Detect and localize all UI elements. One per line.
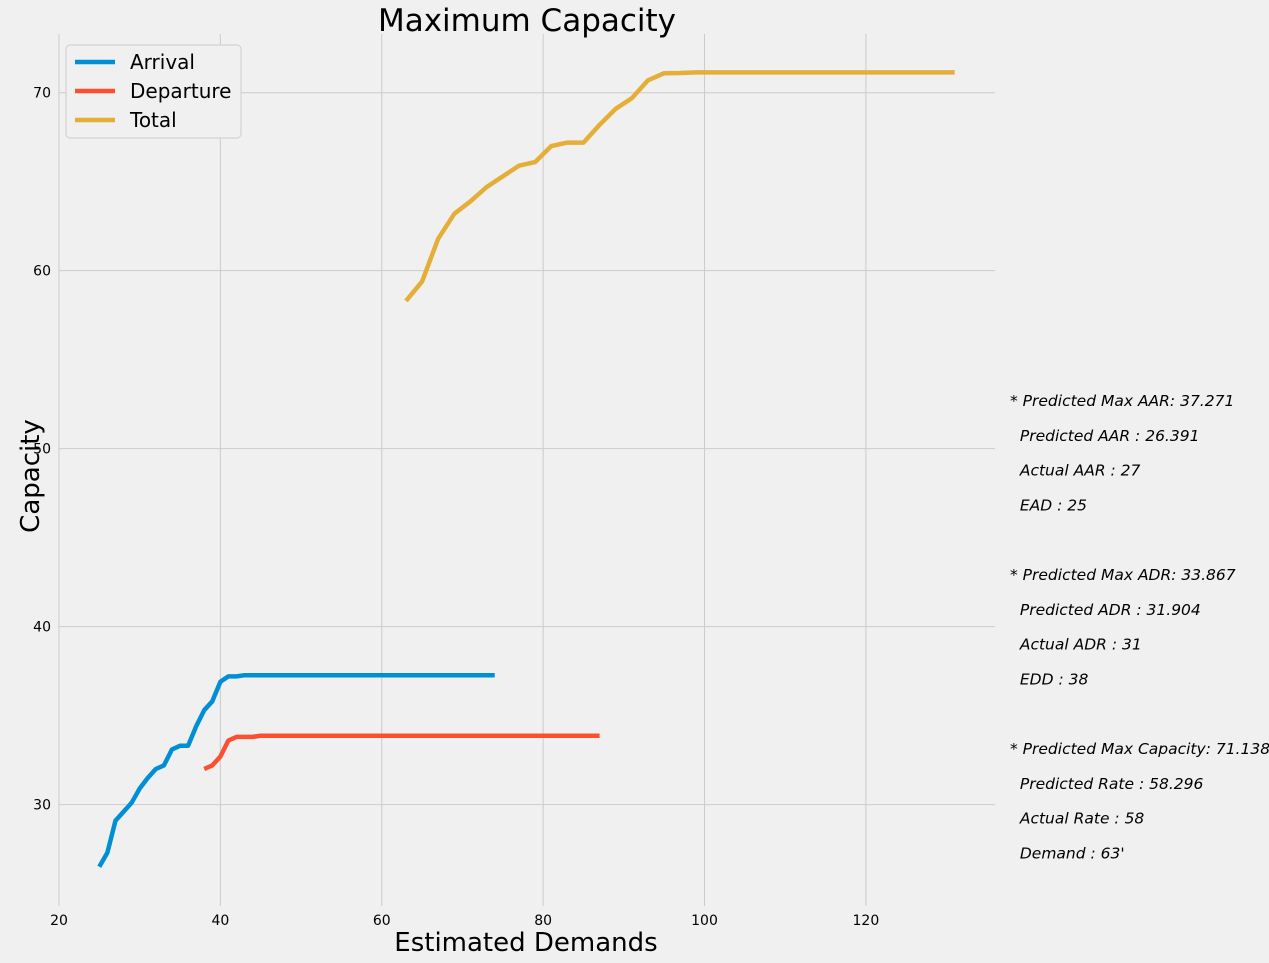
annotation-line: * Predicted Max AAR: 37.271	[1010, 392, 1234, 410]
legend: Arrival Departure Total	[65, 44, 242, 139]
annotation-line: Actual ADR : 31	[1010, 636, 1142, 654]
annotation-line: Predicted AAR : 26.391	[1010, 427, 1199, 445]
tick-labels: 20 40 60 80 100 120 30 40 50 60 70	[33, 86, 879, 929]
y-tick-label: 70	[33, 86, 51, 102]
series-line-arrival	[97, 672, 495, 868]
annotation-line: * Predicted Max Capacity: 71.138	[1010, 740, 1269, 758]
x-tick-label: 120	[853, 913, 880, 929]
x-axis-label: Estimated Demands	[394, 928, 657, 958]
x-tick-label: 20	[50, 913, 68, 929]
y-axis-label: Capacity	[16, 419, 46, 533]
annotation-line: Demand : 63'	[1010, 844, 1125, 862]
y-tick-label: 50	[33, 442, 51, 458]
chart-title: Maximum Capacity	[378, 3, 676, 39]
annotation-line: EAD : 25	[1010, 496, 1087, 514]
x-tick-label: 40	[211, 913, 229, 929]
y-tick-label: 30	[33, 798, 51, 814]
x-tick-label: 100	[691, 913, 718, 929]
annotation-line: * Predicted Max ADR: 33.867	[1010, 566, 1236, 584]
annotation-text: * Predicted Max AAR: 37.271 Predicted AA…	[1010, 392, 1269, 862]
x-tick-label: 80	[534, 913, 552, 929]
annotation-line: Actual Rate : 58	[1010, 810, 1144, 828]
series-line-departure	[203, 733, 600, 772]
y-tick-label: 60	[33, 264, 51, 280]
annotation-line: Predicted Rate : 58.296	[1010, 775, 1203, 793]
series-lines	[97, 70, 955, 868]
annotation-line: Predicted ADR : 31.904	[1010, 601, 1201, 619]
annotation-line: Actual AAR : 27	[1010, 462, 1141, 480]
legend-entries: Arrival Departure Total	[75, 50, 231, 132]
x-tick-label: 60	[373, 913, 391, 929]
y-tick-label: 40	[33, 620, 51, 636]
series-line-total	[404, 70, 955, 303]
legend-label-departure: Departure	[130, 79, 231, 103]
annotation-line: EDD : 38	[1010, 670, 1088, 688]
legend-label-arrival: Arrival	[130, 50, 195, 74]
legend-box	[65, 44, 242, 139]
legend-label-total: Total	[129, 108, 177, 132]
